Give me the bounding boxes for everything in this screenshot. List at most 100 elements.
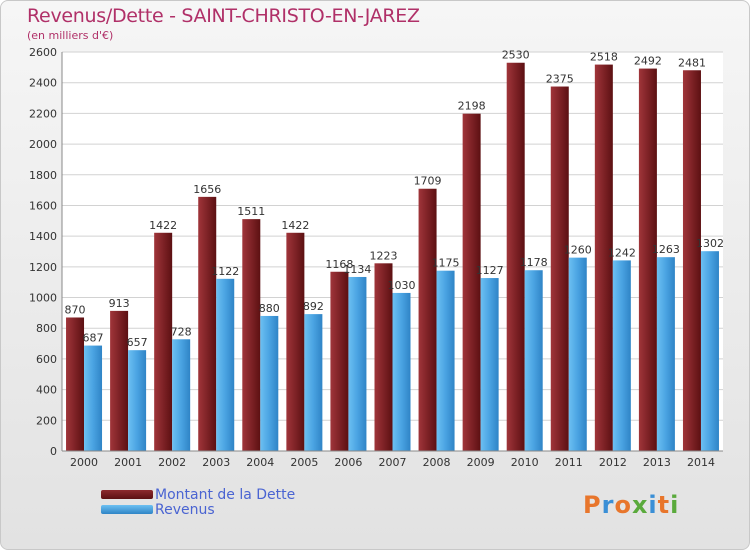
x-tick-label: 2013 (643, 456, 671, 469)
data-label-revenus: 1127 (476, 264, 504, 277)
data-label-revenus: 1134 (343, 263, 371, 276)
data-label-dette: 1511 (237, 205, 265, 218)
x-tick-label: 2004 (246, 456, 274, 469)
data-label-dette: 2375 (546, 73, 574, 86)
y-tick-label: 400 (36, 384, 57, 397)
bar-revenus (480, 278, 499, 451)
legend-label-dette: Montant de la Dette (155, 486, 296, 503)
legend-item-revenus: Revenus (101, 501, 295, 518)
y-tick-label: 1800 (29, 169, 57, 182)
bar-dette (682, 70, 701, 451)
x-tick-label: 2003 (202, 456, 230, 469)
data-label-revenus: 1263 (652, 243, 680, 256)
bar-dette (418, 188, 437, 451)
data-label-revenus: 1302 (696, 237, 724, 250)
logo-letter: o (614, 491, 632, 519)
bar-revenus (656, 257, 675, 451)
legend-label-revenus: Revenus (155, 501, 215, 518)
data-label-revenus: 1242 (608, 246, 636, 259)
bar-dette (638, 68, 657, 451)
x-tick-label: 2006 (334, 456, 362, 469)
bar-dette (66, 317, 85, 451)
data-label-revenus: 880 (259, 302, 280, 315)
data-label-dette: 1709 (414, 175, 442, 188)
bar-revenus (524, 270, 543, 451)
bar-dette (110, 310, 129, 451)
bar-revenus (260, 315, 279, 451)
bar-dette (286, 232, 305, 451)
data-label-revenus: 1122 (211, 265, 239, 278)
y-tick-label: 2200 (29, 107, 57, 120)
x-tick-label: 2008 (423, 456, 451, 469)
bar-dette (198, 196, 217, 451)
x-tick-label: 2009 (467, 456, 495, 469)
data-label-dette: 913 (109, 297, 130, 310)
y-tick-label: 0 (50, 445, 57, 458)
logo-letter: i (670, 491, 680, 519)
bar-revenus (128, 350, 147, 451)
y-tick-label: 1200 (29, 261, 57, 274)
x-tick-label: 2005 (290, 456, 318, 469)
bar-dette (550, 86, 569, 452)
y-tick-label: 1400 (29, 230, 57, 243)
x-tick-label: 2012 (599, 456, 627, 469)
x-tick-label: 2002 (158, 456, 186, 469)
legend-swatch-revenus (101, 505, 153, 514)
bar-revenus (568, 257, 587, 451)
y-tick-label: 1000 (29, 292, 57, 305)
bar-dette (462, 113, 481, 452)
data-label-revenus: 687 (83, 332, 104, 345)
proxiti-logo: Proxiti (583, 491, 679, 519)
y-tick-label: 2600 (29, 46, 57, 59)
y-tick-label: 2400 (29, 77, 57, 90)
x-tick-label: 2000 (70, 456, 98, 469)
data-label-revenus: 1260 (564, 244, 592, 257)
x-tick-label: 2007 (379, 456, 407, 469)
data-label-revenus: 657 (127, 336, 148, 349)
bar-dette (330, 271, 349, 451)
bar-revenus (216, 278, 235, 451)
bar-dette (374, 263, 393, 451)
x-tick-label: 2014 (687, 456, 715, 469)
y-tick-label: 2000 (29, 138, 57, 151)
x-tick-label: 2010 (511, 456, 539, 469)
bar-revenus (700, 251, 719, 451)
bar-dette (242, 219, 261, 451)
y-tick-label: 800 (36, 322, 57, 335)
bar-dette (594, 64, 613, 451)
data-label-revenus: 1178 (520, 256, 548, 269)
data-label-dette: 870 (65, 303, 86, 316)
bar-dette (506, 62, 525, 451)
chart-subtitle: (en milliers d'€) (27, 29, 114, 42)
bar-revenus (84, 345, 103, 451)
data-label-dette: 1223 (370, 249, 398, 262)
bar-revenus (436, 270, 455, 451)
chart-legend: Montant de la Dette Revenus (101, 486, 296, 518)
data-label-dette: 1422 (149, 219, 177, 232)
data-label-dette: 1422 (281, 219, 309, 232)
y-tick-label: 1600 (29, 199, 57, 212)
logo-letter: r (601, 491, 615, 519)
data-label-dette: 2198 (458, 100, 486, 113)
legend-item-dette: Montant de la Dette (101, 486, 296, 503)
data-label-dette: 2518 (590, 51, 618, 64)
x-tick-label: 2011 (555, 456, 583, 469)
data-label-revenus: 1030 (388, 279, 416, 292)
data-label-dette: 1168 (325, 258, 353, 271)
logo-letter: P (583, 491, 602, 519)
data-label-dette: 2481 (678, 56, 706, 69)
legend-swatch-dette (101, 490, 153, 499)
bar-revenus (304, 314, 323, 451)
logo-letter: t (657, 491, 671, 519)
logo-letter: i (648, 491, 658, 519)
data-label-revenus: 892 (303, 300, 324, 313)
data-label-dette: 1656 (193, 183, 221, 196)
data-label-revenus: 728 (171, 325, 192, 338)
data-label-dette: 2530 (502, 49, 530, 62)
bar-revenus (392, 292, 411, 451)
y-tick-label: 200 (36, 414, 57, 427)
bar-revenus (172, 339, 191, 451)
bar-dette (154, 232, 173, 451)
